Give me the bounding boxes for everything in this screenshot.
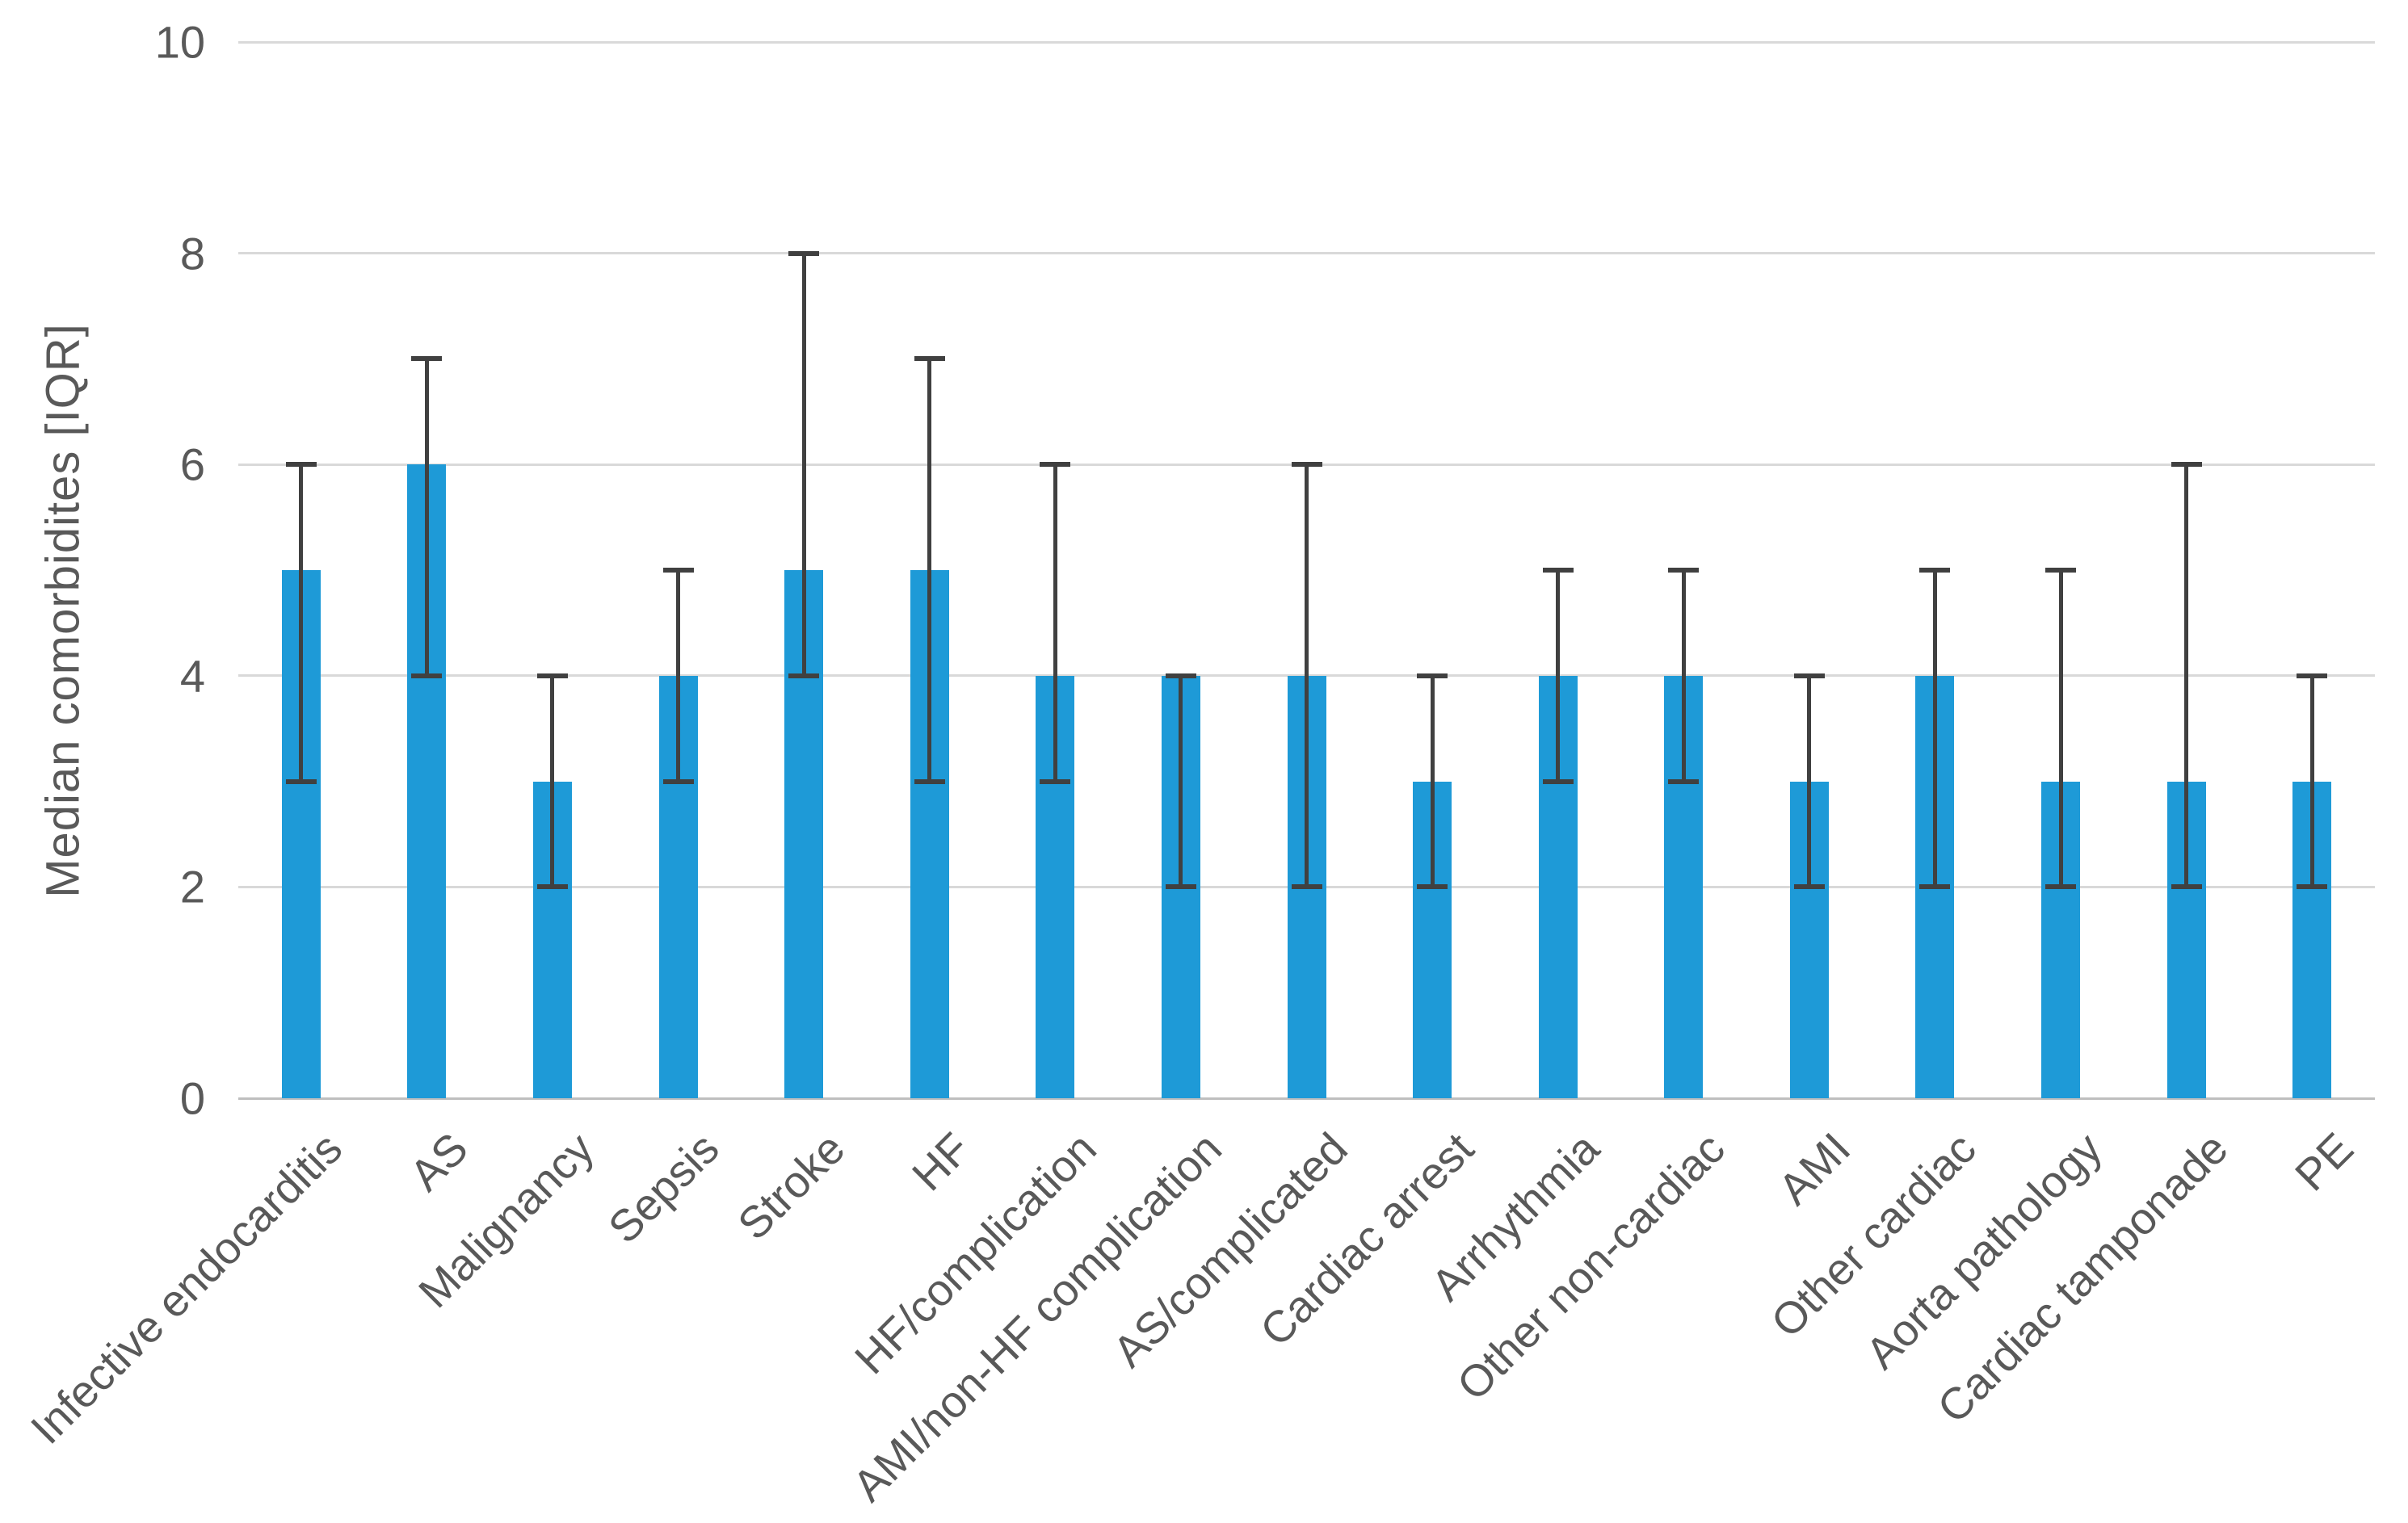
error-bar-cap-bottom (2297, 884, 2328, 890)
error-bar-line (801, 253, 806, 676)
error-bar-line (2184, 464, 2189, 887)
x-axis-label: PE (2285, 1122, 2363, 1201)
error-bar-line (676, 570, 681, 782)
error-bar-line (1807, 675, 1812, 887)
error-bar-cap-bottom (536, 884, 568, 890)
y-tick-label: 10 (154, 16, 205, 68)
y-tick-label: 0 (179, 1072, 205, 1124)
error-bar-cap-bottom (285, 778, 317, 784)
error-bar-cap-bottom (1417, 884, 1448, 890)
gridline-y10 (238, 40, 2375, 44)
error-bar-cap-bottom (1040, 778, 1071, 784)
error-bar-line (2058, 570, 2063, 887)
error-bar-cap-bottom (662, 778, 694, 784)
error-bar-line (1053, 464, 1057, 782)
error-bar-cap-top (411, 356, 443, 362)
error-bar-line (1305, 464, 1309, 887)
y-tick-label: 4 (179, 650, 205, 702)
error-bar-cap-bottom (411, 673, 443, 678)
x-axis-label: AS (400, 1122, 477, 1201)
error-bar-line (1430, 675, 1435, 887)
error-bar-cap-top (1542, 568, 1574, 573)
error-bar-cap-top (2171, 462, 2202, 468)
y-tick-label: 8 (179, 228, 205, 279)
error-bar-line (1681, 570, 1686, 782)
gridline-y8 (238, 252, 2375, 255)
error-bar-line (424, 359, 429, 676)
error-bar-cap-bottom (2045, 884, 2077, 890)
error-bar-cap-top (536, 673, 568, 678)
error-bar-cap-top (1040, 462, 1071, 468)
error-bar-cap-top (1793, 673, 1825, 678)
y-tick-label: 2 (179, 861, 205, 913)
error-bar-cap-bottom (1919, 884, 1951, 890)
error-bar-cap-top (285, 462, 317, 468)
x-axis-label: Stroke (728, 1122, 855, 1249)
error-bar-cap-bottom (1165, 884, 1196, 890)
error-bar-cap-top (914, 356, 945, 362)
x-axis-line (238, 1097, 2375, 1100)
error-bar-line (1179, 675, 1183, 887)
error-bar-line (1556, 570, 1561, 782)
error-bar-line (550, 675, 555, 887)
error-bar-cap-top (1668, 568, 1700, 573)
error-bar-cap-bottom (914, 778, 945, 784)
error-bar-line (927, 359, 932, 782)
error-bar-cap-top (2297, 673, 2328, 678)
y-axis-title: Median comorbidites [IQR] (36, 323, 90, 898)
error-bar-cap-bottom (1291, 884, 1322, 890)
error-bar-cap-top (1417, 673, 1448, 678)
x-axis-label: AMI (1768, 1122, 1860, 1215)
x-axis-label: HF (902, 1122, 981, 1201)
error-bar-cap-bottom (788, 673, 820, 678)
error-bar-cap-top (662, 568, 694, 573)
error-bar-cap-bottom (1793, 884, 1825, 890)
error-bar-cap-bottom (2171, 884, 2202, 890)
error-bar-cap-top (2045, 568, 2077, 573)
y-tick-label: 6 (179, 438, 205, 490)
x-axis-label: Infective endocarditis (21, 1122, 352, 1454)
error-bar-line (2309, 675, 2314, 887)
error-bar-cap-top (1291, 462, 1322, 468)
error-bar-cap-top (1919, 568, 1951, 573)
error-bar-cap-bottom (1668, 778, 1700, 784)
error-bar-line (299, 464, 304, 782)
error-bar-line (1932, 570, 1937, 887)
x-axis-label: Sepsis (599, 1122, 729, 1253)
error-bar-cap-top (788, 250, 820, 256)
error-bar-cap-top (1165, 673, 1196, 678)
error-bar-cap-bottom (1542, 778, 1574, 784)
